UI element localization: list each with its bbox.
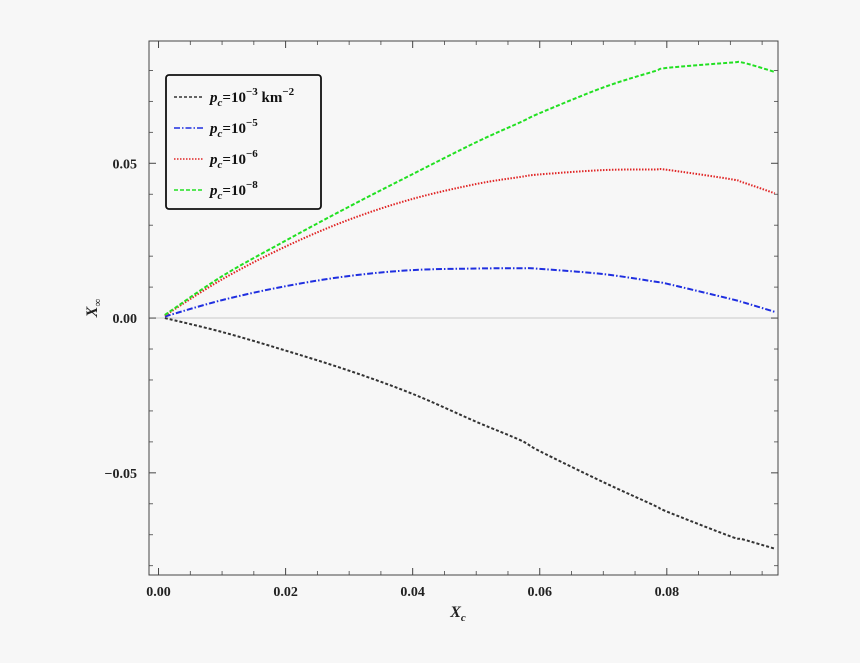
series-line-1 (164, 267, 776, 318)
legend-label-2: pc=10−6 (208, 148, 258, 171)
series-line-3 (164, 60, 776, 316)
x-tick-label: 0.04 (400, 585, 425, 600)
legend: pc=10−3 km−2 pc=10−5 pc=10−6 pc=10−8 (165, 74, 322, 210)
legend-label-1: pc=10−5 (208, 117, 258, 140)
axis-ticks: 0.00 0.02 0.04 0.06 0.08 −0.05 0.00 0.05 (105, 41, 778, 600)
x-axis-label: Xc (449, 604, 466, 624)
x-tick-label: 0.00 (146, 585, 171, 600)
x-tick-label: 0.08 (655, 585, 680, 600)
legend-label-0: pc=10−3 km−2 (208, 86, 295, 109)
y-tick-label: −0.05 (105, 467, 137, 482)
legend-label-3: pc=10−8 (208, 179, 258, 202)
series-line-2 (164, 167, 776, 317)
series-layer (164, 60, 776, 550)
y-axis-label: X∞ (84, 299, 104, 319)
legend-box (165, 74, 322, 210)
y-tick-label: 0.00 (113, 312, 138, 327)
y-tick-label: 0.05 (113, 157, 138, 172)
x-tick-label: 0.02 (273, 585, 298, 600)
x-tick-label: 0.06 (527, 585, 552, 600)
series-line-0 (164, 317, 776, 550)
